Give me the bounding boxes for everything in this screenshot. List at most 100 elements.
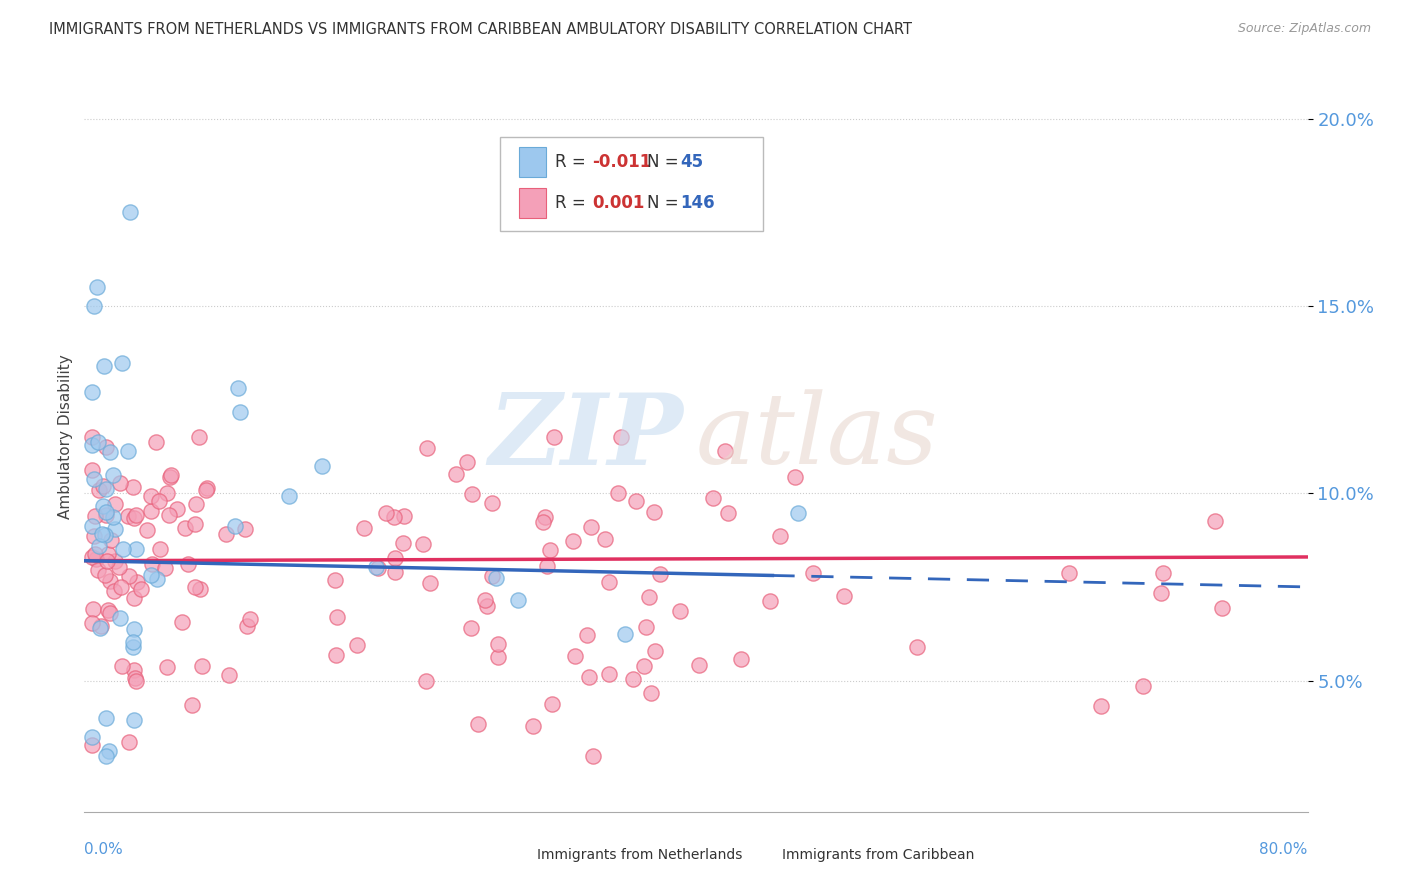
Point	[118, 569, 141, 583]
Point	[122, 622, 145, 636]
Text: N =: N =	[647, 194, 683, 211]
Point	[759, 594, 782, 608]
Point	[97, 547, 120, 561]
Point	[156, 486, 179, 500]
Point	[325, 573, 347, 587]
Point	[94, 505, 117, 519]
Point	[184, 580, 207, 594]
Point	[474, 593, 496, 607]
Point	[125, 508, 148, 523]
Point	[136, 523, 159, 537]
Point	[633, 658, 655, 673]
Point	[145, 572, 167, 586]
Point	[325, 610, 347, 624]
Point	[444, 467, 467, 481]
Point	[86, 435, 108, 450]
Point	[1211, 601, 1233, 615]
Point	[139, 504, 162, 518]
Point	[640, 686, 662, 700]
Point	[717, 506, 740, 520]
Point	[181, 698, 204, 712]
Point	[122, 635, 145, 649]
Point	[578, 670, 600, 684]
Point	[374, 506, 396, 520]
Point	[159, 470, 181, 484]
Point	[392, 536, 415, 550]
Point	[104, 554, 127, 568]
Point	[124, 671, 146, 685]
Text: 146: 146	[681, 194, 714, 211]
Point	[87, 563, 110, 577]
Point	[80, 549, 103, 564]
Point	[172, 615, 194, 629]
Point	[141, 489, 163, 503]
Point	[783, 470, 806, 484]
Point	[177, 557, 200, 571]
Point	[129, 582, 152, 596]
Text: R =: R =	[555, 153, 592, 171]
Point	[415, 442, 437, 456]
Point	[522, 719, 544, 733]
Point	[80, 430, 103, 444]
Point	[610, 430, 633, 444]
Point	[643, 505, 665, 519]
Point	[1152, 566, 1174, 581]
Point	[415, 674, 437, 689]
Point	[191, 658, 214, 673]
FancyBboxPatch shape	[745, 844, 772, 866]
Point	[117, 509, 139, 524]
Point	[184, 517, 207, 532]
Point	[650, 567, 672, 582]
Point	[90, 618, 112, 632]
Point	[236, 619, 259, 633]
Point	[1059, 566, 1081, 581]
FancyBboxPatch shape	[501, 137, 763, 231]
Point	[84, 509, 107, 524]
Point	[122, 663, 145, 677]
Point	[541, 697, 564, 711]
Text: atlas: atlas	[696, 390, 939, 484]
Point	[124, 713, 146, 727]
Point	[582, 748, 605, 763]
Point	[1132, 679, 1154, 693]
Point	[83, 472, 105, 486]
Point	[277, 489, 299, 503]
Point	[118, 735, 141, 749]
Point	[905, 640, 928, 655]
Point	[366, 560, 388, 574]
Point	[367, 561, 389, 575]
Point	[96, 482, 118, 496]
Point	[593, 533, 616, 547]
Point	[80, 616, 103, 631]
Text: Source: ZipAtlas.com: Source: ZipAtlas.com	[1237, 22, 1371, 36]
Point	[460, 621, 482, 635]
Point	[614, 627, 637, 641]
Point	[624, 493, 647, 508]
Point	[467, 717, 489, 731]
Point	[702, 491, 724, 505]
Point	[166, 501, 188, 516]
Text: 0.001: 0.001	[592, 194, 644, 211]
Point	[832, 590, 855, 604]
Point	[118, 205, 141, 219]
Point	[1204, 514, 1226, 528]
Point	[786, 506, 808, 520]
Point	[195, 481, 218, 495]
Point	[1150, 586, 1173, 600]
Point	[80, 462, 103, 476]
Text: IMMIGRANTS FROM NETHERLANDS VS IMMIGRANTS FROM CARIBBEAN AMBULATORY DISABILITY C: IMMIGRANTS FROM NETHERLANDS VS IMMIGRANT…	[49, 22, 912, 37]
Point	[111, 658, 134, 673]
Point	[94, 748, 117, 763]
Text: 0.0%: 0.0%	[84, 842, 124, 856]
Text: 80.0%: 80.0%	[1260, 842, 1308, 856]
Point	[564, 649, 586, 664]
Point	[607, 486, 630, 500]
Point	[94, 567, 117, 582]
Point	[100, 444, 122, 458]
Point	[531, 515, 554, 529]
Point	[122, 510, 145, 524]
Point	[141, 558, 163, 572]
Point	[194, 483, 217, 497]
Point	[233, 522, 256, 536]
Point	[80, 519, 103, 533]
